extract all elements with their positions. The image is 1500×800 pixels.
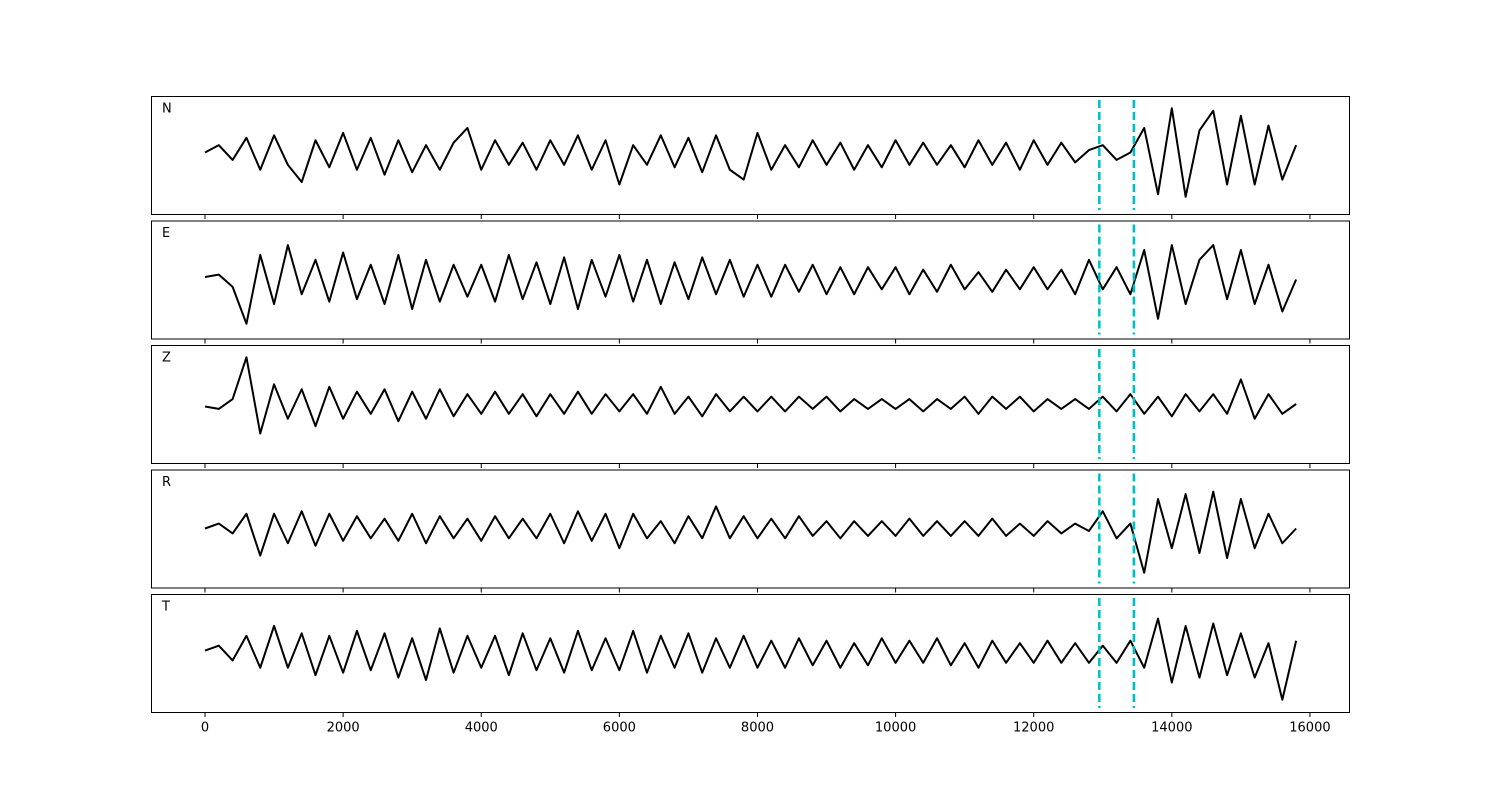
x-tick-label: 6000 <box>603 721 636 736</box>
trace-line <box>204 617 1298 701</box>
trace-line <box>204 356 1297 435</box>
panel-frame <box>151 220 1350 340</box>
trace-line <box>204 490 1297 574</box>
panel-label: R <box>162 475 171 490</box>
panel-label: Z <box>162 351 171 366</box>
panel-label: N <box>162 102 172 117</box>
panel-frame <box>151 345 1350 464</box>
x-tick-label: 14000 <box>1151 721 1192 736</box>
trace-line <box>204 107 1298 198</box>
x-tick-label: 10000 <box>875 721 916 736</box>
x-tick-label: 16000 <box>1289 721 1330 736</box>
trace-line <box>204 244 1298 325</box>
panel-frame <box>151 96 1350 215</box>
x-tick-label: 8000 <box>741 721 774 736</box>
x-tick-label: 2000 <box>327 721 360 736</box>
x-tick-label: 4000 <box>465 721 498 736</box>
panel-label: E <box>162 226 170 241</box>
panel-frame <box>151 594 1350 713</box>
x-tick-label: 0 <box>201 721 209 736</box>
x-tick-label: 12000 <box>1013 721 1054 736</box>
panel-frame <box>151 469 1350 589</box>
panel-label: T <box>161 600 170 615</box>
